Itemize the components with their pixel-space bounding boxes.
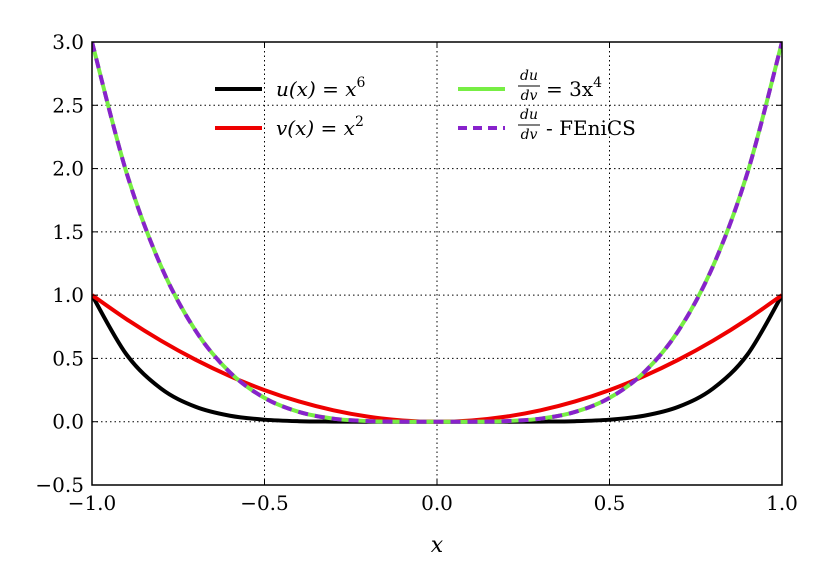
legend-label-v: v(x) = x2 [276, 114, 364, 140]
y-tick-label: 2.5 [52, 93, 84, 117]
series-line-3 [92, 42, 782, 424]
y-tick-label: 1.0 [52, 283, 84, 307]
x-axis-label: x [431, 533, 444, 558]
x-tick-label: −0.5 [240, 491, 289, 515]
grid [92, 42, 782, 485]
x-tick-label: 0.0 [421, 491, 453, 515]
y-tick-label: 0.0 [52, 410, 84, 434]
legend: u(x) = x6 v(x) = x2 du dv = 3x4 du dv - … [215, 68, 636, 143]
y-tick-label: 0.5 [52, 346, 84, 370]
y-tick-label: −0.5 [35, 473, 84, 497]
legend-label-fenics: - FEniCS [546, 116, 636, 140]
y-tick-label: 1.5 [52, 220, 84, 244]
legend-label-u: u(x) = x6 [276, 75, 366, 101]
ticks: −1.0 −0.5 0.0 0.5 1.0−0.50.00.51.01.52.02.53… [35, 30, 797, 515]
legend-label-dudv: = 3x4 [546, 75, 602, 101]
legend-frac-num-fenics: du [520, 107, 538, 123]
legend-frac-den-dudv: dv [521, 88, 538, 104]
x-tick-label: −1.0 [68, 491, 117, 515]
legend-frac-num-dudv: du [520, 68, 538, 84]
y-tick-label: 3.0 [52, 30, 84, 54]
series-group [92, 42, 782, 424]
x-tick-label: 0.5 [594, 491, 626, 515]
x-tick-label: 1.0 [766, 491, 798, 515]
legend-frac-den-fenics: dv [521, 127, 538, 143]
y-tick-label: 2.0 [52, 157, 84, 181]
